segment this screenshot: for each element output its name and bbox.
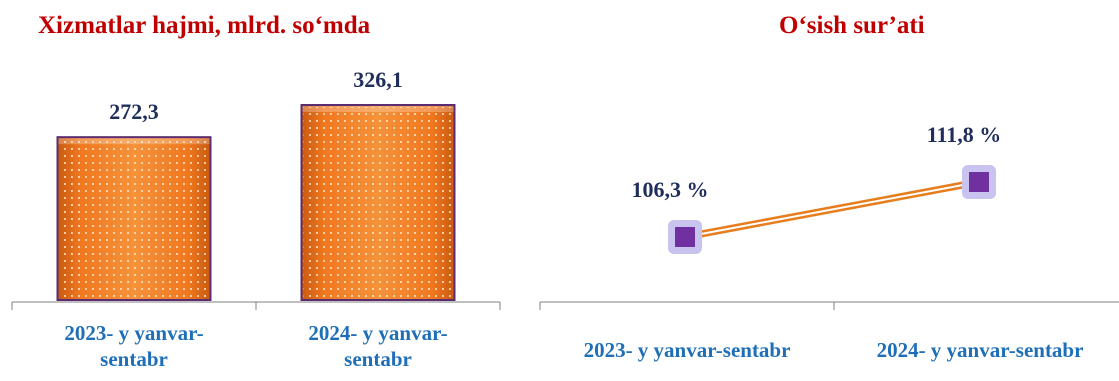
bar bbox=[300, 104, 456, 301]
bar-category-label: 2024- y yanvar-sentabr bbox=[308, 321, 447, 371]
bar-chart-axis bbox=[11, 301, 501, 310]
bar-chart-title: Xizmatlar hajmi, mlrd. so‘mda bbox=[38, 12, 371, 39]
bar-category-label: 2023- y yanvar-sentabr bbox=[64, 321, 203, 371]
line-marker bbox=[969, 172, 989, 192]
bar-category-line: sentabr bbox=[344, 347, 412, 371]
line-marker bbox=[675, 227, 695, 247]
bar bbox=[56, 136, 212, 301]
line-chart-title: O‘sish sur’ati bbox=[779, 12, 925, 39]
line-category-label: 2024- y yanvar-sentabr bbox=[877, 338, 1084, 362]
growth-value-label: 111,8 % bbox=[927, 122, 1002, 147]
bar-value-label: 326,1 bbox=[353, 67, 403, 92]
bar-texture bbox=[303, 107, 453, 298]
bar-category-line: sentabr bbox=[100, 347, 168, 371]
growth-value-label: 106,3 % bbox=[632, 177, 709, 202]
bar-value-label: 272,3 bbox=[109, 99, 159, 124]
line-chart-axis bbox=[539, 301, 1119, 310]
bar-highlight bbox=[302, 106, 454, 112]
bar-highlight bbox=[58, 138, 210, 145]
bar-texture bbox=[59, 139, 209, 298]
line-category-label: 2023- y yanvar-sentabr bbox=[584, 338, 791, 362]
bar-category-line: 2024- y yanvar- bbox=[308, 321, 447, 345]
growth-line-inner bbox=[684, 181, 980, 238]
bar-category-line: 2023- y yanvar- bbox=[64, 321, 203, 345]
